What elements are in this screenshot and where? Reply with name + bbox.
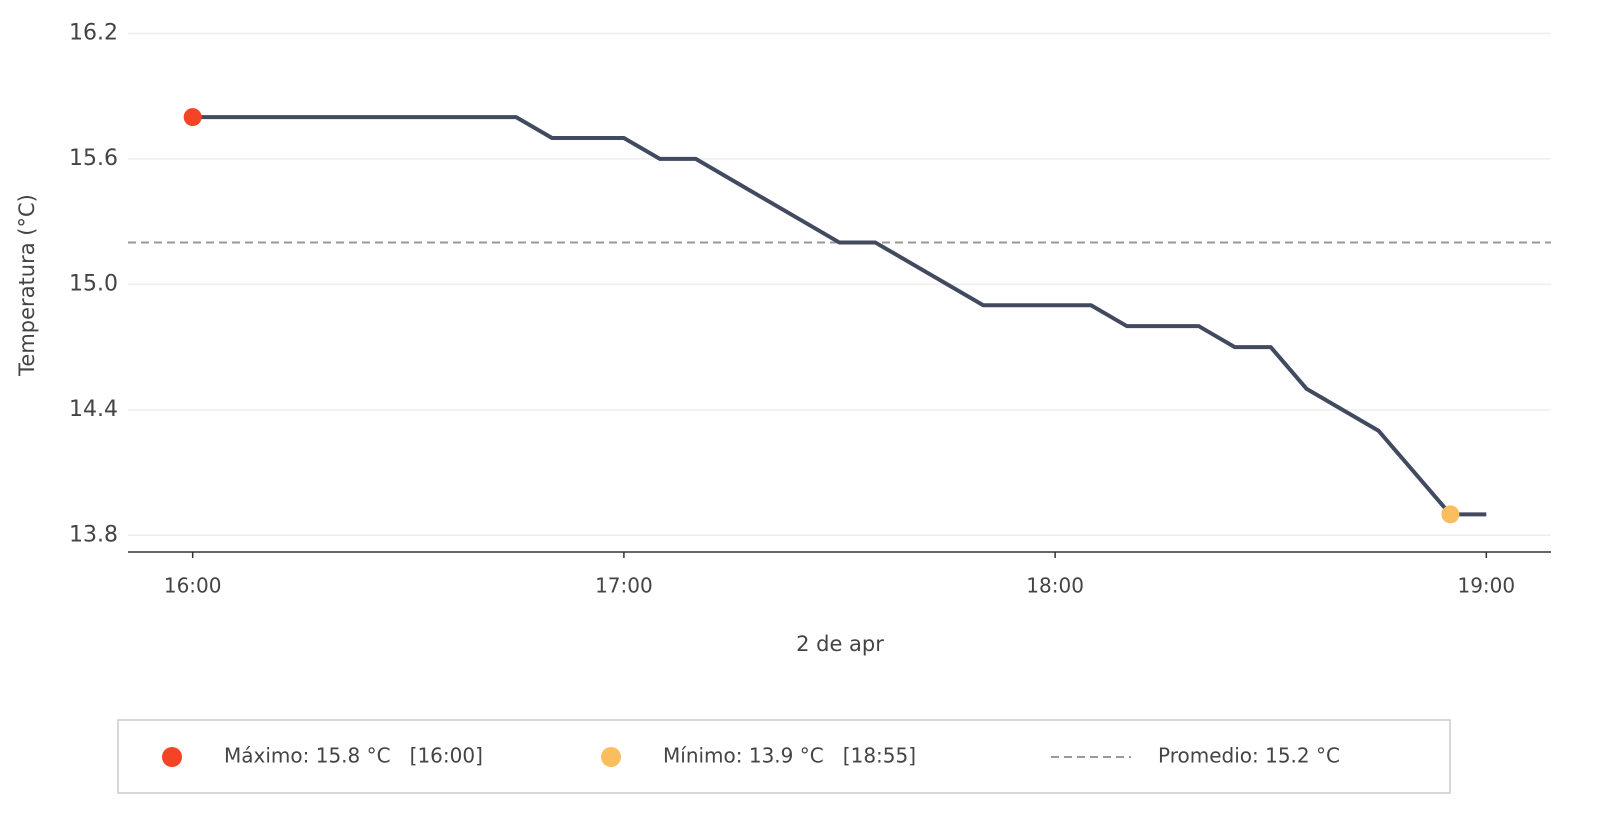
y-tick-label: 14.4 bbox=[69, 397, 118, 422]
x-tick-label: 18:00 bbox=[1026, 574, 1084, 598]
x-tick-label: 16:00 bbox=[164, 574, 222, 598]
extreme-marker bbox=[1441, 505, 1460, 524]
y-tick-label: 16.2 bbox=[69, 20, 118, 45]
x-axis-label: 2 de apr bbox=[796, 632, 884, 656]
legend-label: Promedio: 15.2 °C bbox=[1158, 744, 1340, 768]
line-series bbox=[192, 115, 1487, 517]
legend-label: Mínimo: 13.9 °C [18:55] bbox=[663, 744, 916, 768]
extreme-marker bbox=[183, 108, 202, 127]
y-tick-label: 15.0 bbox=[69, 271, 118, 296]
legend-marker bbox=[601, 747, 621, 767]
y-tick-label: 13.8 bbox=[69, 522, 118, 547]
y-axis-label: Temperatura (°C) bbox=[15, 194, 39, 377]
legend-label: Máximo: 15.8 °C [16:00] bbox=[224, 744, 483, 768]
x-tick-label: 19:00 bbox=[1457, 574, 1515, 598]
legend-box bbox=[117, 719, 1451, 794]
x-tick-label: 17:00 bbox=[595, 574, 653, 598]
y-tick-label: 15.6 bbox=[69, 146, 118, 171]
legend-marker bbox=[162, 747, 182, 767]
